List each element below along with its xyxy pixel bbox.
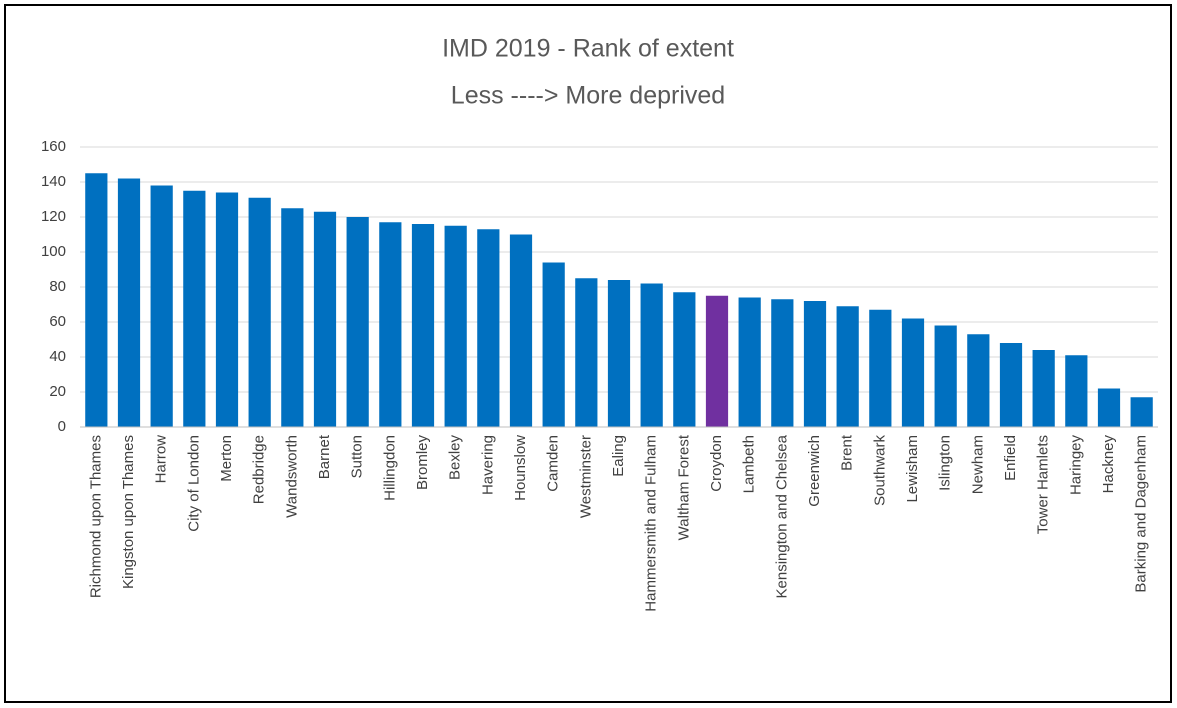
bar bbox=[379, 222, 402, 427]
bar bbox=[1032, 350, 1055, 427]
x-tick-label: Wandsworth bbox=[283, 435, 300, 518]
x-tick-label: Havering bbox=[479, 435, 496, 495]
y-tick-label: 20 bbox=[49, 383, 66, 400]
bar bbox=[836, 306, 859, 427]
x-tick-label: Westminster bbox=[577, 435, 594, 518]
x-tick-label: Sutton bbox=[349, 435, 366, 478]
bar bbox=[869, 309, 892, 427]
bar bbox=[346, 217, 369, 427]
x-tick-label: Harrow bbox=[153, 435, 170, 484]
y-tick-label: 160 bbox=[41, 138, 66, 155]
bar bbox=[803, 301, 827, 427]
bar bbox=[901, 318, 925, 427]
x-tick-label: Hammersmith and Fulham bbox=[643, 435, 660, 612]
x-tick-label: Lambeth bbox=[741, 435, 758, 493]
x-tick-label: Kingston upon Thames bbox=[120, 435, 137, 589]
y-tick-label: 60 bbox=[49, 313, 66, 330]
bar bbox=[248, 197, 271, 427]
x-tick-label: Merton bbox=[218, 435, 235, 482]
y-tick-label: 140 bbox=[41, 173, 66, 190]
x-tick-label: Hackney bbox=[1100, 435, 1117, 494]
bar bbox=[477, 229, 500, 427]
bar bbox=[183, 190, 206, 427]
x-tick-label: Bromley bbox=[414, 435, 431, 491]
y-tick-label: 120 bbox=[41, 208, 66, 225]
chart-subtitle: Less ----> More deprived bbox=[451, 82, 725, 110]
bar bbox=[509, 234, 533, 427]
y-tick-label: 40 bbox=[49, 348, 66, 365]
x-tick-label: Islington bbox=[937, 435, 954, 491]
x-tick-label: Enfield bbox=[1002, 435, 1019, 481]
bar bbox=[640, 283, 663, 427]
x-tick-label: Tower Hamlets bbox=[1035, 435, 1052, 534]
bar bbox=[1065, 355, 1088, 427]
x-tick-label: Lewisham bbox=[904, 435, 921, 503]
bar bbox=[967, 334, 990, 427]
y-tick-label: 100 bbox=[41, 243, 66, 260]
x-tick-label: Brent bbox=[839, 434, 856, 471]
bar bbox=[738, 297, 761, 427]
x-tick-label: Haringey bbox=[1067, 435, 1084, 496]
x-tick-label: Croydon bbox=[708, 435, 725, 492]
bar bbox=[607, 280, 631, 427]
x-tick-label: Redbridge bbox=[251, 435, 268, 504]
bar bbox=[542, 262, 565, 427]
x-tick-label: Southwark bbox=[871, 435, 888, 506]
x-tick-label: Hillingdon bbox=[381, 435, 398, 501]
x-tick-label: Waltham Forest bbox=[675, 434, 692, 540]
bar bbox=[444, 225, 467, 427]
bar bbox=[1097, 388, 1121, 427]
bar bbox=[85, 173, 108, 427]
bar bbox=[771, 299, 794, 427]
y-tick-label: 80 bbox=[49, 278, 66, 295]
x-tick-label: Hounslow bbox=[512, 435, 529, 501]
bar bbox=[673, 292, 696, 427]
bar bbox=[281, 208, 304, 427]
x-tick-label: Newham bbox=[969, 435, 986, 494]
x-tick-label: Barnet bbox=[316, 434, 333, 479]
y-tick-label: 0 bbox=[58, 418, 66, 435]
bar bbox=[313, 211, 337, 427]
bar bbox=[411, 224, 435, 427]
bar bbox=[117, 178, 141, 427]
chart-title: IMD 2019 - Rank of extent bbox=[442, 35, 734, 63]
bar bbox=[150, 185, 173, 427]
x-tick-label: Bexley bbox=[447, 435, 464, 481]
bar bbox=[934, 325, 957, 427]
x-tick-label: Kensington and Chelsea bbox=[773, 434, 790, 598]
x-tick-label: Camden bbox=[545, 435, 562, 492]
bar bbox=[705, 295, 729, 427]
bar bbox=[575, 278, 598, 427]
x-tick-label: City of London bbox=[185, 435, 202, 532]
x-tick-label: Richmond upon Thames bbox=[87, 435, 104, 598]
bar bbox=[215, 192, 239, 427]
bar bbox=[1130, 397, 1153, 427]
x-tick-label: Barking and Dagenham bbox=[1133, 435, 1150, 593]
bar bbox=[999, 343, 1023, 427]
x-tick-label: Ealing bbox=[610, 435, 627, 477]
x-tick-label: Greenwich bbox=[806, 435, 823, 507]
